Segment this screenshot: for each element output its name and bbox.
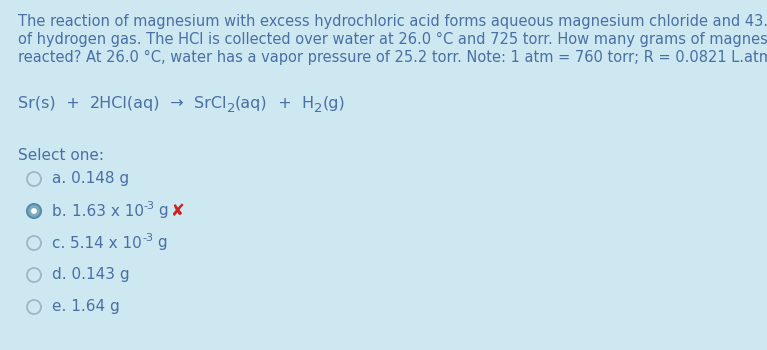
Text: →: → xyxy=(160,96,194,111)
Text: +: + xyxy=(56,96,90,111)
Text: of hydrogen gas. The HCl is collected over water at 26.0 °C and 725 torr. How ma: of hydrogen gas. The HCl is collected ov… xyxy=(18,32,767,47)
Circle shape xyxy=(27,204,41,218)
Text: c.: c. xyxy=(52,236,71,251)
Text: SrCl: SrCl xyxy=(194,96,226,111)
Text: Sr(s): Sr(s) xyxy=(18,96,56,111)
Text: e. 1.64 g: e. 1.64 g xyxy=(52,300,120,315)
Text: -3: -3 xyxy=(143,201,154,211)
Text: b.: b. xyxy=(52,203,71,218)
Circle shape xyxy=(31,208,37,214)
Text: d. 0.143 g: d. 0.143 g xyxy=(52,267,130,282)
Text: ✘: ✘ xyxy=(171,202,185,220)
Text: g: g xyxy=(154,203,170,218)
Text: 2HCl(aq): 2HCl(aq) xyxy=(90,96,160,111)
Text: g: g xyxy=(153,236,168,251)
Text: a. 0.148 g: a. 0.148 g xyxy=(52,172,129,187)
Text: (aq): (aq) xyxy=(235,96,268,111)
Text: The reaction of magnesium with excess hydrochloric acid forms aqueous magnesium : The reaction of magnesium with excess hy… xyxy=(18,14,767,29)
Text: -3: -3 xyxy=(142,233,153,243)
Text: H: H xyxy=(301,96,314,111)
Text: 1.63 x 10: 1.63 x 10 xyxy=(71,203,143,218)
Text: 2: 2 xyxy=(314,102,322,115)
Text: reacted? At 26.0 °C, water has a vapor pressure of 25.2 torr. Note: 1 atm = 760 : reacted? At 26.0 °C, water has a vapor p… xyxy=(18,50,767,65)
Text: (g): (g) xyxy=(322,96,345,111)
Text: 2: 2 xyxy=(226,102,235,115)
Text: +: + xyxy=(268,96,301,111)
Text: Select one:: Select one: xyxy=(18,148,104,163)
Text: 5.14 x 10: 5.14 x 10 xyxy=(71,236,142,251)
